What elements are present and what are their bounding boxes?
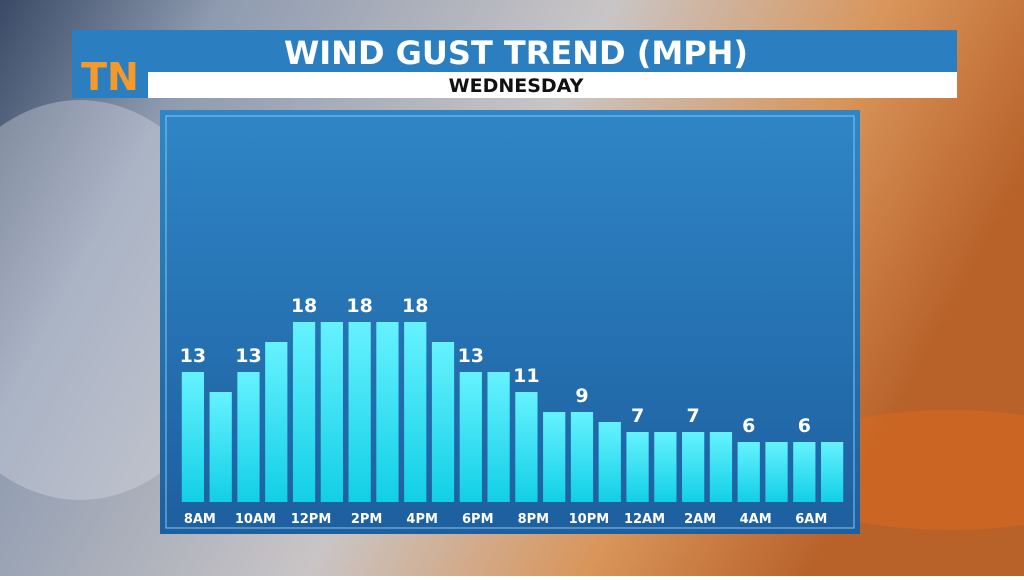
data-label: 18 bbox=[346, 295, 372, 317]
data-label: 6 bbox=[742, 415, 755, 437]
x-tick-label: 4PM bbox=[406, 512, 438, 527]
bar bbox=[376, 322, 399, 502]
logo: TN bbox=[81, 55, 139, 99]
bar bbox=[209, 392, 232, 502]
bar bbox=[598, 422, 621, 502]
bar bbox=[570, 412, 594, 502]
bar bbox=[709, 432, 733, 502]
data-label: 18 bbox=[291, 295, 317, 317]
chart-title: WIND GUST TREND (MPH) bbox=[284, 34, 748, 72]
bar bbox=[682, 432, 705, 502]
x-tick-label: 10AM bbox=[235, 512, 276, 527]
data-label: 6 bbox=[798, 415, 811, 437]
panel-border bbox=[165, 115, 855, 529]
bar bbox=[820, 442, 844, 502]
bar bbox=[348, 322, 371, 502]
bar bbox=[543, 412, 566, 502]
x-tick-label: 2PM bbox=[351, 512, 383, 527]
bar bbox=[626, 432, 649, 502]
data-label: 13 bbox=[458, 345, 484, 367]
data-label: 13 bbox=[235, 345, 261, 367]
data-label: 9 bbox=[575, 385, 588, 407]
x-tick-label: 6PM bbox=[462, 512, 494, 527]
bar bbox=[292, 322, 316, 502]
data-label: 13 bbox=[180, 345, 206, 367]
bar bbox=[431, 342, 455, 502]
data-label: 11 bbox=[513, 365, 539, 387]
bar bbox=[515, 392, 538, 502]
bar bbox=[737, 442, 760, 502]
logo-box bbox=[72, 30, 148, 98]
bar bbox=[320, 322, 343, 502]
bar bbox=[404, 322, 427, 502]
x-tick-label: 2AM bbox=[684, 512, 716, 527]
bar bbox=[487, 372, 510, 502]
bar bbox=[237, 372, 260, 502]
x-tick-label: 6AM bbox=[795, 512, 827, 527]
x-tick-label: 4AM bbox=[740, 512, 772, 527]
data-label: 18 bbox=[402, 295, 428, 317]
bar bbox=[765, 442, 788, 502]
x-tick-label: 12AM bbox=[624, 512, 665, 527]
data-label: 7 bbox=[631, 405, 644, 427]
subtitle-bar bbox=[148, 72, 957, 98]
title-bar bbox=[72, 30, 957, 72]
data-label: 7 bbox=[687, 405, 700, 427]
bar bbox=[654, 432, 677, 502]
bar bbox=[265, 342, 288, 502]
x-tick-label: 12PM bbox=[291, 512, 332, 527]
x-tick-label: 10PM bbox=[569, 512, 610, 527]
x-tick-label: 8AM bbox=[184, 512, 216, 527]
chart-subtitle: WEDNESDAY bbox=[449, 75, 584, 97]
bar bbox=[793, 442, 816, 502]
bar bbox=[459, 372, 482, 502]
x-tick-label: 8PM bbox=[518, 512, 550, 527]
bar bbox=[181, 372, 205, 502]
